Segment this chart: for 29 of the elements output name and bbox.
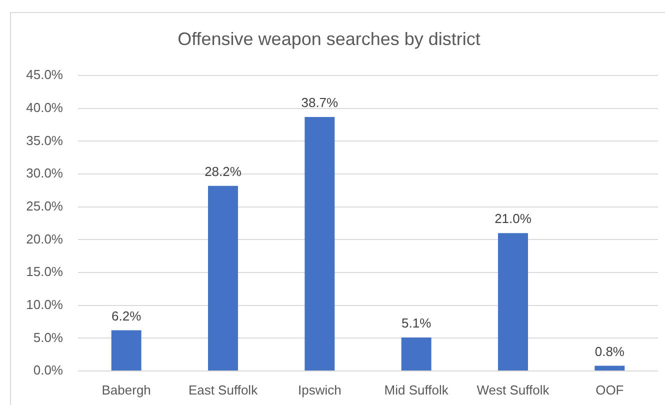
data-label: 6.2%	[112, 308, 142, 324]
bar	[594, 366, 625, 370]
x-tick-label: West Suffolk	[476, 382, 550, 398]
x-tick-label: OOF	[596, 382, 624, 398]
data-label: 0.8%	[594, 344, 625, 359]
x-tick-label: East Suffolk	[188, 382, 258, 398]
x-tick-label: Babergh	[102, 382, 151, 398]
y-tick-label: 25.0%	[26, 198, 64, 214]
bar	[498, 233, 528, 370]
y-tick-label: 15.0%	[26, 264, 64, 280]
y-tick-label: 40.0%	[26, 100, 64, 115]
bar	[401, 338, 432, 370]
data-label: 21.0%	[494, 211, 532, 226]
bar	[208, 186, 238, 370]
y-tick-label: 0.0%	[33, 362, 64, 378]
data-label: 5.1%	[402, 316, 432, 331]
y-tick-label: 35.0%	[26, 132, 64, 148]
y-tick-label: 5.0%	[33, 330, 64, 345]
y-tick-label: 10.0%	[26, 296, 64, 312]
bar	[111, 330, 142, 370]
x-tick-label: Ipswich	[298, 382, 342, 398]
data-label: 28.2%	[204, 164, 242, 179]
x-tick-label: Mid Suffolk	[384, 382, 449, 398]
y-tick-label: 45.0%	[26, 67, 64, 82]
bar	[304, 116, 335, 370]
chart-title: Offensive weapon searches by district	[178, 28, 480, 49]
y-tick-label: 20.0%	[26, 231, 64, 246]
y-tick-label: 30.0%	[26, 166, 64, 181]
data-label: 38.7%	[301, 95, 339, 110]
